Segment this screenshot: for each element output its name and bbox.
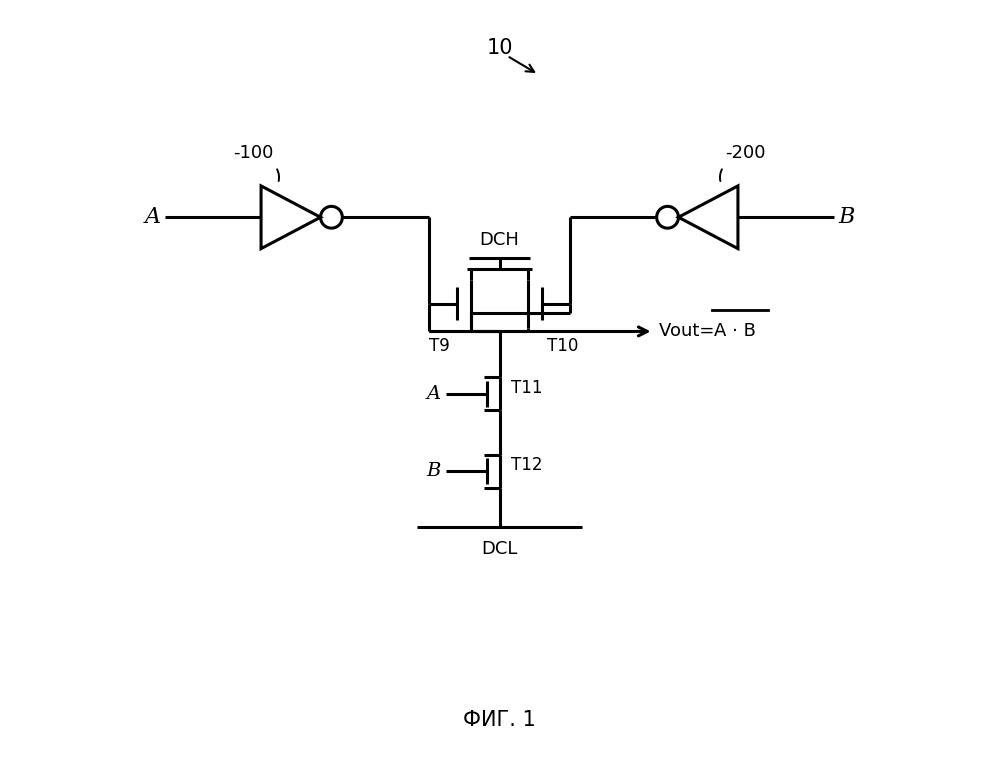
Text: ФИГ. 1: ФИГ. 1 [464,711,535,731]
Text: -100: -100 [233,145,274,162]
Text: A · B: A · B [713,322,755,340]
Text: Vout=: Vout= [658,322,720,340]
Text: B: B [427,462,441,480]
Text: DCL: DCL [482,540,517,558]
Text: A: A [145,207,161,228]
Text: T9: T9 [429,337,450,356]
Text: 10: 10 [487,38,512,58]
Text: DCH: DCH [480,231,519,249]
Text: T11: T11 [510,379,542,397]
Text: -200: -200 [725,145,766,162]
Text: A: A [427,385,441,402]
Text: B: B [838,207,855,228]
Text: T10: T10 [546,337,578,356]
Text: T12: T12 [510,456,542,474]
